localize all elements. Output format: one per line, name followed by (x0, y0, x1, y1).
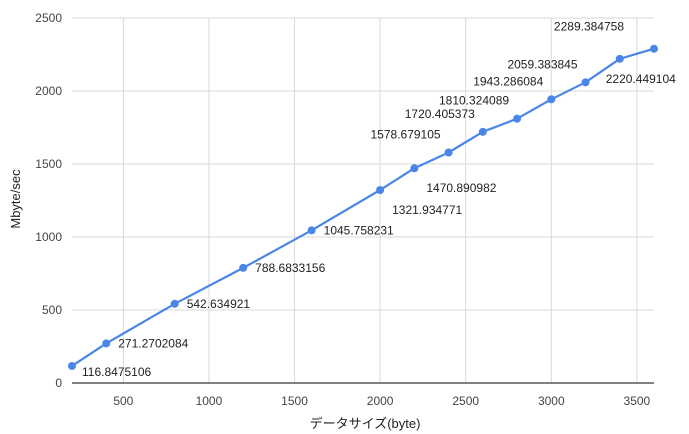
data-point (170, 299, 179, 308)
x-tick-label: 1500 (281, 394, 308, 408)
data-label: 1578.679105 (371, 128, 441, 142)
data-label: 788.6833156 (255, 261, 325, 275)
data-point (376, 185, 385, 194)
data-label: 1810.324089 (439, 94, 509, 108)
series-group (68, 44, 658, 370)
data-label: 542.634921 (187, 297, 251, 311)
data-point (547, 95, 556, 104)
data-point (581, 78, 590, 87)
data-point (444, 148, 453, 157)
data-label: 1720.405373 (405, 107, 475, 121)
data-label: 2289.384758 (554, 20, 624, 34)
data-point (102, 339, 111, 348)
y-tick-label: 2500 (35, 11, 62, 25)
y-tick-label: 1500 (35, 157, 62, 171)
data-label: 1045.758231 (324, 223, 394, 237)
series-line (71, 47, 655, 367)
y-tick-label: 500 (42, 303, 62, 317)
data-point (615, 54, 624, 63)
y-tick-label: 2000 (35, 84, 62, 98)
x-tick-label: 2000 (367, 394, 394, 408)
data-point (650, 44, 658, 53)
y-tick-label: 0 (55, 376, 62, 390)
y-tick-label: 1000 (35, 230, 62, 244)
y-axis-title: Mbyte/sec (8, 169, 23, 229)
data-point (239, 263, 248, 272)
data-label: 1943.286084 (473, 74, 543, 88)
data-label: 116.8475106 (82, 365, 152, 379)
x-axis-title: データサイズ(byte) (310, 416, 421, 431)
x-tick-label: 2500 (452, 394, 479, 408)
x-axis-ticks: 500 1000 1500 2000 2500 3000 3500 (113, 394, 650, 408)
x-tick-label: 1000 (196, 394, 223, 408)
x-tick-label: 3000 (538, 394, 565, 408)
data-label: 271.2702084 (118, 336, 188, 350)
x-tick-label: 3500 (624, 394, 651, 408)
data-point (410, 164, 419, 173)
y-axis-ticks: 0 500 1000 1500 2000 2500 (35, 11, 62, 390)
data-label: 1321.934771 (392, 203, 462, 217)
data-point (68, 361, 76, 370)
data-point (513, 114, 522, 123)
gridlines (72, 17, 654, 384)
data-point (307, 226, 316, 235)
data-labels: 116.8475106 271.2702084 542.634921 788.6833… (82, 20, 676, 379)
data-label: 2220.449104 (606, 72, 676, 86)
x-tick-label: 500 (113, 394, 133, 408)
data-label: 2059.383845 (507, 57, 577, 71)
data-point (478, 127, 487, 136)
data-label: 1470.890982 (426, 181, 496, 195)
